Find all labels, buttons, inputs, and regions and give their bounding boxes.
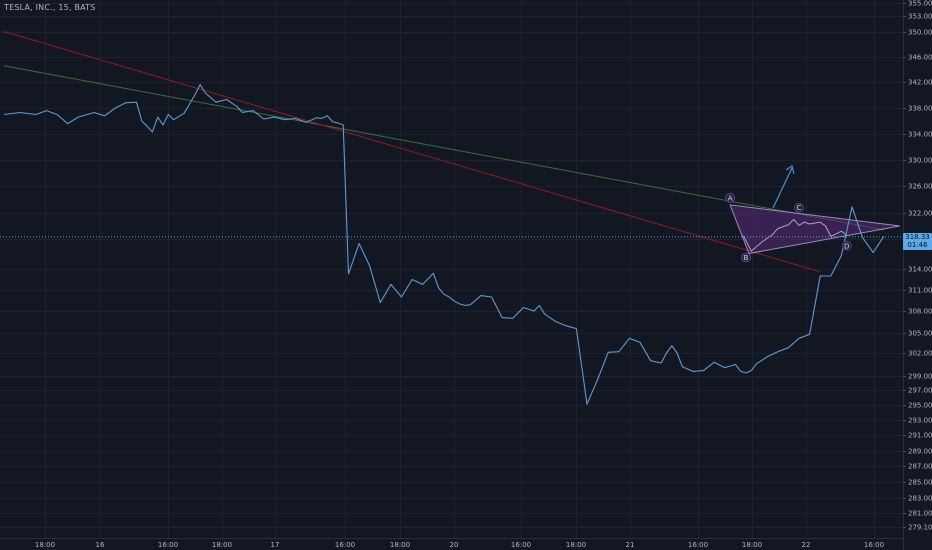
y-tick-label: 283.00 [908, 495, 932, 503]
projection-arrow [772, 167, 793, 209]
trendlines [3, 30, 884, 273]
y-tick-label: 314.00 [908, 266, 932, 274]
y-tick-label: 297.00 [908, 387, 932, 395]
y-tick-label: 305.00 [908, 330, 932, 338]
y-tick-label: 322.00 [908, 210, 932, 218]
y-tick-label: 295.00 [908, 402, 932, 410]
price-series [0, 84, 903, 405]
current-price-badge: 318.33 01:46 [903, 233, 932, 250]
annotation-label-c: C [797, 204, 802, 212]
current-price-label: 318.33 [905, 233, 930, 241]
green-trendline [3, 65, 884, 231]
x-tick-label: 18:00 [212, 541, 232, 549]
y-tick-label: 287.00 [908, 463, 932, 471]
y-tick-label: 291.00 [908, 432, 932, 440]
x-tick-label: 16:00 [511, 541, 531, 549]
y-tick-label: 350.00 [908, 29, 932, 37]
y-tick-label: 330.00 [908, 157, 932, 165]
y-tick-label: 342.00 [908, 79, 932, 87]
x-tick-label: 18:00 [35, 541, 55, 549]
y-tick-label: 326.00 [908, 183, 932, 191]
triangle-pattern [729, 204, 900, 255]
pattern-annotations: A B C D [725, 165, 852, 263]
y-tick-label: 281.00 [908, 510, 932, 518]
y-tick-label: 334.00 [908, 131, 932, 139]
y-tick-label: 338.00 [908, 105, 932, 113]
y-tick-label: 346.00 [908, 54, 932, 62]
annotation-label-b: B [744, 254, 749, 262]
y-tick-label: 279.10 [908, 524, 932, 532]
x-tick-label: 16:00 [688, 541, 708, 549]
grid [0, 0, 904, 550]
price-line [3, 84, 885, 405]
x-tick-label: 17 [271, 541, 280, 549]
y-tick-label: 289.00 [908, 448, 932, 456]
x-tick-label: 18:00 [742, 541, 762, 549]
pattern-path [742, 218, 847, 252]
y-tick-label: 311.00 [908, 287, 932, 295]
projection-arrow-head [785, 165, 795, 175]
x-tick-label: 22 [802, 541, 811, 549]
annotation-marker [741, 252, 751, 263]
chart-title: TESLA, INC., 15, BATS [4, 3, 96, 12]
annotation-marker [725, 192, 735, 203]
y-tick-label: 355.00 [908, 0, 932, 8]
x-tick-label: 20 [450, 541, 459, 549]
red-trendline [3, 30, 821, 273]
x-tick-label: 16:00 [158, 541, 178, 549]
annotation-label-d: D [844, 242, 849, 250]
y-tick-label: 302.00 [908, 350, 932, 358]
y-tick-label: 308.00 [908, 308, 932, 316]
x-tick-label: 16 [96, 541, 105, 549]
x-tick-label: 18:00 [566, 541, 586, 549]
x-tick-label: 16:00 [335, 541, 355, 549]
y-tick-label: 353.00 [908, 13, 932, 21]
price-axis[interactable]: 355.00 353.00 350.00 346.00 342.00 338.00 334.… [903, 0, 932, 532]
annotation-label-a: A [728, 195, 733, 203]
y-tick-label: 293.00 [908, 417, 932, 425]
pattern-wedge [729, 204, 900, 255]
x-tick-label: 18:00 [390, 541, 410, 549]
annotation-marker [841, 240, 852, 251]
y-tick-label: 299.00 [908, 373, 932, 381]
x-tick-label: 16:00 [864, 541, 884, 549]
annotation-marker [794, 202, 804, 213]
y-tick-label: 285.00 [908, 479, 932, 487]
time-axis[interactable]: 18:00 16 16:00 18:00 17 16:00 18:00 20 16:00 18:0… [35, 541, 884, 549]
bar-countdown-label: 01:46 [907, 241, 928, 249]
x-tick-label: 21 [626, 541, 635, 549]
